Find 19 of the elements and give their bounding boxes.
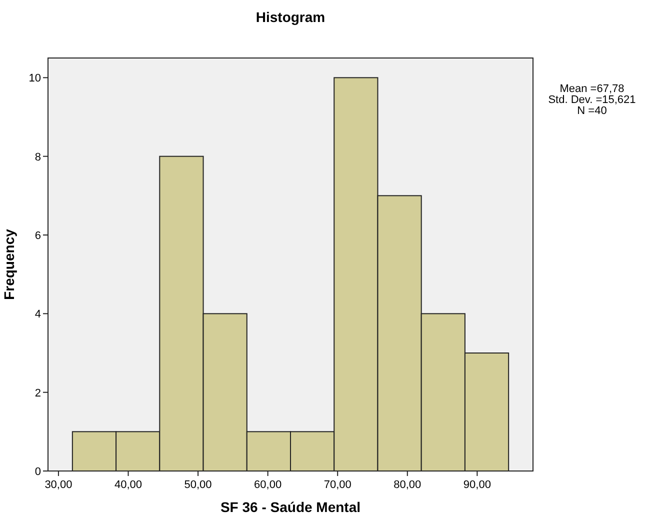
y-tick-label: 6 [34, 230, 41, 242]
y-tick-label: 10 [28, 72, 41, 85]
x-tick-label: 90,00 [463, 479, 491, 491]
text: Std. Dev. =15,621 [548, 94, 636, 106]
y-tick-label: 0 [34, 466, 41, 478]
y-tick-label: 2 [34, 387, 41, 400]
y-axis-title: Frequency [1, 228, 17, 300]
x-tick-label: 80,00 [394, 479, 422, 491]
x-axis-title: SF 36 - Saúde Mental [220, 499, 361, 515]
x-tick-label: 60,00 [254, 479, 282, 491]
x-tick-label: 40,00 [114, 479, 142, 491]
text: Mean =67,78 [560, 83, 624, 95]
x-tick-label: 30,00 [44, 479, 72, 491]
x-tick-label: 70,00 [324, 479, 352, 491]
y-tick-label: 8 [34, 151, 41, 164]
x-tick-label: 50,00 [184, 479, 212, 491]
chart-title: Histogram [256, 9, 326, 25]
text: N =40 [577, 105, 607, 117]
y-tick-label: 4 [34, 308, 41, 321]
